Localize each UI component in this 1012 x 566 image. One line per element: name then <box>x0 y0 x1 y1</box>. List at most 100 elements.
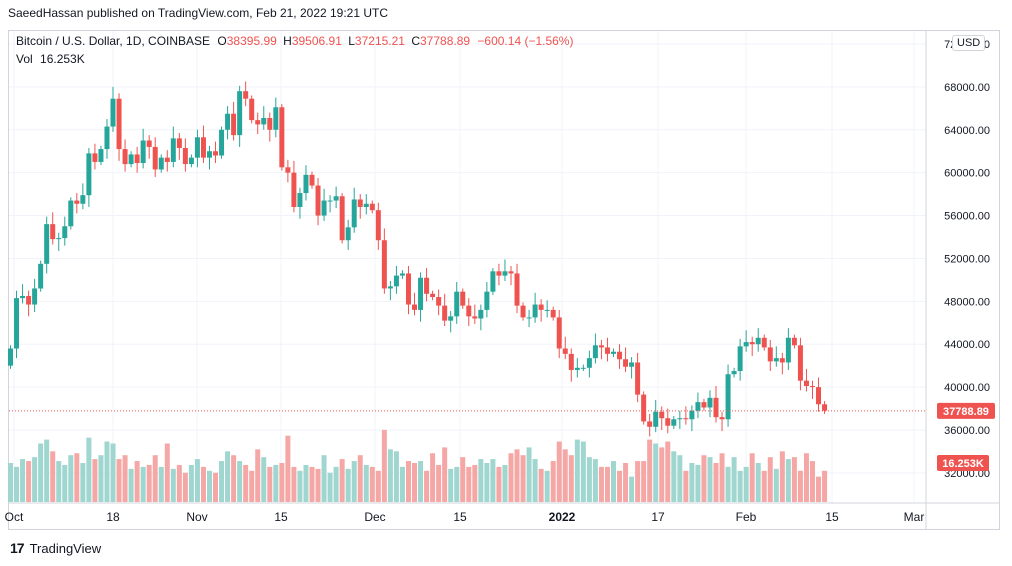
x-tick-label: 17 <box>651 510 665 524</box>
volume-bar <box>496 466 502 502</box>
candle-body <box>731 371 737 375</box>
volume-bar <box>92 459 98 502</box>
candle-body <box>743 342 749 347</box>
volume-bar <box>369 466 375 502</box>
candle-body <box>719 417 725 420</box>
candle-body <box>200 137 206 158</box>
volume-bar <box>472 464 478 502</box>
volume-bar <box>321 455 327 502</box>
volume-bar <box>665 441 671 502</box>
last-volume-badge <box>937 455 989 471</box>
volume-bar <box>442 447 448 502</box>
volume-bar <box>393 451 399 502</box>
candle-body <box>309 174 315 186</box>
open-value: 38395.99 <box>226 34 277 48</box>
volume-bar <box>38 443 44 502</box>
volume-bar <box>683 470 689 502</box>
candle-body <box>38 263 44 289</box>
candle-body <box>514 273 520 306</box>
symbol-title: Bitcoin / U.S. Dollar, 1D, COINBASE <box>16 34 211 48</box>
volume-bar <box>116 459 122 502</box>
volume-bar <box>478 459 484 502</box>
volume-bar <box>98 455 104 502</box>
volume-bar <box>363 464 369 502</box>
candle-body <box>490 271 496 292</box>
volume-bar <box>146 464 152 502</box>
candle-body <box>430 293 436 298</box>
volume-label: Vol <box>16 52 33 66</box>
volume-bar <box>20 459 26 502</box>
volume-bar <box>773 468 779 502</box>
candle-body <box>665 418 671 426</box>
volume-bar <box>611 461 616 502</box>
volume-bar <box>255 449 261 502</box>
volume-legend: Vol 16.253K <box>16 52 85 66</box>
volume-bar <box>508 453 514 502</box>
volume-bar <box>279 463 285 502</box>
candle-body <box>568 353 574 370</box>
candle-body <box>219 129 225 156</box>
volume-bar <box>140 466 146 502</box>
volume-bar <box>460 457 466 502</box>
volume-bar <box>200 466 206 502</box>
candle-body <box>375 210 381 241</box>
candle-body <box>816 387 822 405</box>
candle-body <box>562 348 568 354</box>
candle-body <box>472 316 478 319</box>
close-value: 37788.89 <box>420 34 471 48</box>
volume-bar <box>309 466 315 502</box>
candle-body <box>62 226 68 239</box>
last-price-badge <box>937 402 995 419</box>
candle-body <box>122 149 128 165</box>
candle-body <box>50 224 56 240</box>
volume-bar <box>520 455 526 502</box>
volume-bar <box>556 441 562 502</box>
symbol-legend: Bitcoin / U.S. Dollar, 1D, COINBASE O383… <box>16 34 573 48</box>
volume-bar <box>653 443 659 502</box>
volume-bar <box>213 472 219 502</box>
candle-body <box>436 297 442 306</box>
volume-bar <box>405 461 411 502</box>
volume-bar <box>484 463 490 502</box>
candle-body <box>677 418 683 420</box>
candle-body <box>14 298 20 349</box>
candle-body <box>448 316 454 321</box>
low-value: 37215.21 <box>354 34 405 48</box>
volume-bar <box>617 470 623 502</box>
volume-bar <box>345 468 351 502</box>
candle-body <box>695 402 701 411</box>
volume-bar <box>803 453 809 502</box>
candle-body <box>110 98 116 127</box>
candle-body <box>629 362 635 367</box>
candle-body <box>611 351 616 354</box>
candle-body <box>749 342 755 345</box>
volume-bar <box>647 439 653 502</box>
currency-badge[interactable]: USD <box>952 35 986 51</box>
volume-bar <box>50 451 56 502</box>
tradingview-logo[interactable]: 17 TradingView <box>10 540 101 556</box>
volume-bar <box>592 459 598 502</box>
candle-body <box>176 138 182 149</box>
volume-bar <box>14 466 20 502</box>
y-tick-label: 60000.00 <box>944 168 990 180</box>
brand-name: TradingView <box>29 540 102 556</box>
volume-bar <box>755 463 761 502</box>
candle-body <box>315 185 321 216</box>
candle-body <box>544 309 550 311</box>
close-label: C <box>411 34 420 48</box>
volume-bar <box>32 457 38 502</box>
candle-body <box>128 154 134 165</box>
volume-bar <box>502 464 508 502</box>
volume-bar <box>574 439 580 502</box>
chart-frame[interactable] <box>8 30 1000 530</box>
volume-bar <box>713 463 719 502</box>
x-tick-label: Oct <box>5 510 24 524</box>
x-tick-label: 18 <box>106 510 120 524</box>
candle-body <box>140 140 146 164</box>
volume-bar <box>677 455 683 502</box>
candle-body <box>68 200 74 227</box>
candle-body <box>526 317 532 319</box>
volume-bar <box>291 466 297 502</box>
volume-bar <box>122 455 128 502</box>
